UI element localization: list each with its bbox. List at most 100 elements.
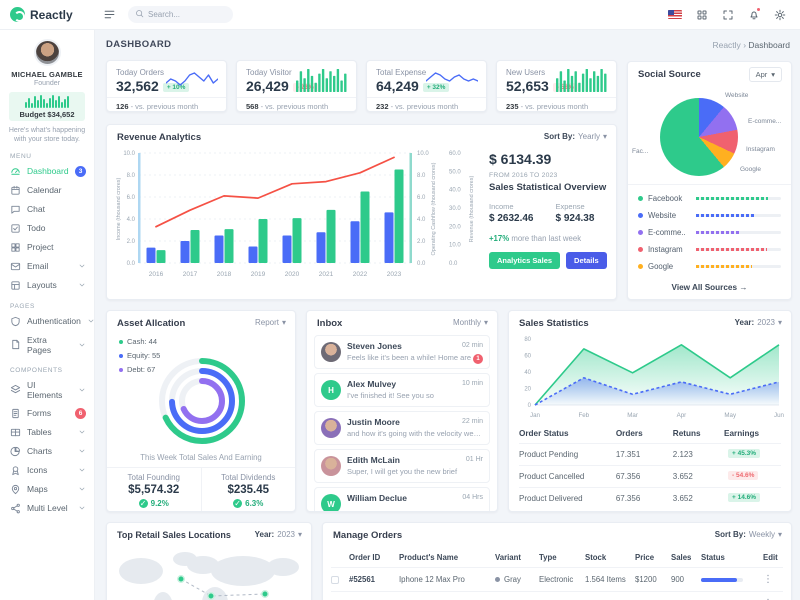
- stat-value: 64,249 + 32%: [376, 78, 450, 94]
- topbar-actions: [668, 6, 800, 21]
- svg-text:2017: 2017: [183, 271, 198, 278]
- stat-footer: 126 - vs. previous month: [116, 102, 199, 111]
- social-legend-row[interactable]: Facebook: [638, 190, 781, 207]
- month-dropdown[interactable]: Apr ▾: [748, 67, 782, 82]
- divider: [497, 97, 616, 98]
- inbox-message[interactable]: W William Declue 04 Hrs: [314, 487, 490, 511]
- user-avatar[interactable]: [33, 39, 61, 66]
- sidebar-item-extra-pages[interactable]: Extra Pages: [0, 331, 94, 359]
- svg-text:80: 80: [524, 337, 531, 343]
- year-value: 2023: [277, 530, 295, 539]
- sort-by-dropdown[interactable]: Sort By: Yearly ▾: [544, 132, 607, 141]
- sidebar-item-maps[interactable]: Maps: [0, 480, 94, 499]
- breadcrumb-app[interactable]: Reactly: [712, 40, 741, 50]
- total-label: Total Dividends: [221, 473, 276, 482]
- svg-text:Mar: Mar: [627, 412, 638, 419]
- order-row[interactable]: #52561 Iphone 12 Max Pro Gray Electronic 1.5…: [331, 567, 783, 591]
- sort-by-dropdown[interactable]: Sort By: Weekly ▾: [715, 530, 782, 539]
- sidebar: MICHAEL GAMBLE Founder Budget $34,652 He…: [0, 30, 95, 600]
- search-icon: [135, 9, 144, 20]
- social-legend-row[interactable]: Google: [638, 258, 781, 275]
- stat-label: Today Orders: [116, 68, 165, 77]
- inbox-message[interactable]: Justin Moore 22 min and how it's going wit…: [314, 411, 490, 445]
- sidebar-item-tables[interactable]: Tables: [0, 423, 94, 442]
- social-legend-row[interactable]: E-comme..: [638, 224, 781, 241]
- edit-menu-icon[interactable]: ⋮: [763, 598, 783, 600]
- legend-dot-icon: [119, 339, 123, 344]
- sidebar-item-ui-elements[interactable]: UI Elements: [0, 376, 94, 404]
- inbox-message[interactable]: H Alex Mulvey 10 min I've finished it! See …: [314, 373, 490, 407]
- sidebar-item-label: Icons: [27, 465, 48, 476]
- map-marker[interactable]: [261, 590, 269, 598]
- message-time: 02 min: [461, 342, 483, 349]
- year-label: Year:: [734, 318, 755, 327]
- welcome-text: Here's what's happening with your store …: [8, 127, 86, 144]
- year-dropdown[interactable]: Year: 2023 ▾: [735, 318, 782, 327]
- pie-slice-label: Google: [740, 166, 761, 173]
- sidebar-item-calendar[interactable]: Calendar: [0, 181, 94, 200]
- legend-dot-icon: [119, 353, 123, 358]
- settings-gear-icon[interactable]: [774, 9, 786, 21]
- details-button[interactable]: Details: [566, 252, 607, 269]
- svg-text:2016: 2016: [149, 271, 164, 278]
- sidebar-item-email[interactable]: Email: [0, 257, 94, 276]
- order-row[interactable]: #52562New Red and White jacketRedFashion…: [331, 591, 783, 600]
- sales-cell: 900: [671, 575, 685, 584]
- view-all-sources-link[interactable]: View All Sources →: [671, 283, 748, 292]
- sidebar-item-todo[interactable]: Todo: [0, 219, 94, 238]
- revenue-amount: $ 6134.39: [489, 151, 552, 167]
- revenue-analytics-panel: Revenue Analytics Sort By: Yearly ▾ 0.0 0…: [106, 124, 617, 300]
- apps-grid-icon[interactable]: [696, 9, 708, 21]
- monthly-value: Monthly: [452, 318, 481, 327]
- stat-sparkline: [556, 69, 607, 92]
- message-sender: Edith McLain: [347, 455, 400, 465]
- chevron-down-icon: ▾: [602, 132, 607, 141]
- social-legend-row[interactable]: Instagram: [638, 241, 781, 258]
- sidebar-item-label: Extra Pages: [27, 334, 52, 355]
- search-input[interactable]: Search...: [128, 6, 233, 23]
- year-label: Year:: [254, 530, 275, 539]
- monthly-dropdown[interactable]: Monthly ▾: [453, 318, 488, 327]
- analytics-sales-button[interactable]: Analytics Sales: [489, 252, 561, 269]
- sidebar-item-icons[interactable]: Icons: [0, 461, 94, 480]
- column-header: Status: [701, 552, 725, 562]
- sidebar-item-multi-level[interactable]: Multi Level: [0, 499, 94, 518]
- sidebar-item-chat[interactable]: Chat: [0, 200, 94, 219]
- revenue-note-text: more than last week: [509, 234, 582, 243]
- notification-dot: [756, 6, 761, 12]
- authentication-icon: [10, 316, 21, 327]
- report-dropdown[interactable]: Report ▾: [255, 318, 286, 327]
- extra-pages-icon: [10, 339, 21, 350]
- map-marker[interactable]: [177, 575, 185, 583]
- notifications-bell-icon[interactable]: [748, 6, 761, 21]
- sidebar-item-authentication[interactable]: Authentication: [0, 312, 94, 331]
- inbox-message[interactable]: Steven Jones 02 min Feels like it's been a…: [314, 335, 490, 369]
- sidebar-item-charts[interactable]: Charts: [0, 442, 94, 461]
- message-time: 10 min: [461, 380, 483, 387]
- sidebar-item-project[interactable]: Project: [0, 238, 94, 257]
- edit-menu-icon[interactable]: ⋮: [763, 574, 773, 585]
- brand[interactable]: Reactly: [0, 7, 95, 22]
- message-sender: Justin Moore: [347, 417, 400, 427]
- row-checkbox[interactable]: [331, 575, 339, 584]
- social-legend-row[interactable]: Website: [638, 207, 781, 224]
- revenue-chart: 0.0 0.0 2.0 2.0 4.0 4.0 6.0 6.0 8.0 8.0 10.0 10.0 0.…: [116, 151, 475, 278]
- sidebar-item-forms[interactable]: Forms 6: [0, 404, 94, 423]
- sidebar-item-badge: 6: [75, 407, 86, 419]
- divider: [107, 97, 226, 98]
- legend-label: Instagram: [648, 245, 683, 254]
- inbox-message[interactable]: Edith McLain 01 Hr Super, I will get you t…: [314, 449, 490, 483]
- sidebar-item-dashboard[interactable]: Dashboard 3: [0, 162, 94, 181]
- icons-icon: [10, 465, 21, 476]
- svg-text:8.0: 8.0: [127, 173, 136, 179]
- map-marker[interactable]: [207, 592, 215, 600]
- fullscreen-icon[interactable]: [722, 9, 734, 21]
- income-value: $ 2632.46: [489, 213, 534, 224]
- menu-toggle-icon[interactable]: [103, 8, 116, 21]
- legend-label: Debt: 67: [127, 365, 156, 374]
- us-flag-icon[interactable]: [668, 10, 682, 19]
- message-time: 22 min: [461, 418, 483, 425]
- message-snippet: and how it's going with the velocity web…: [347, 429, 483, 438]
- year-dropdown[interactable]: Year: 2023 ▾: [255, 530, 302, 539]
- sidebar-item-layouts[interactable]: Layouts: [0, 276, 94, 295]
